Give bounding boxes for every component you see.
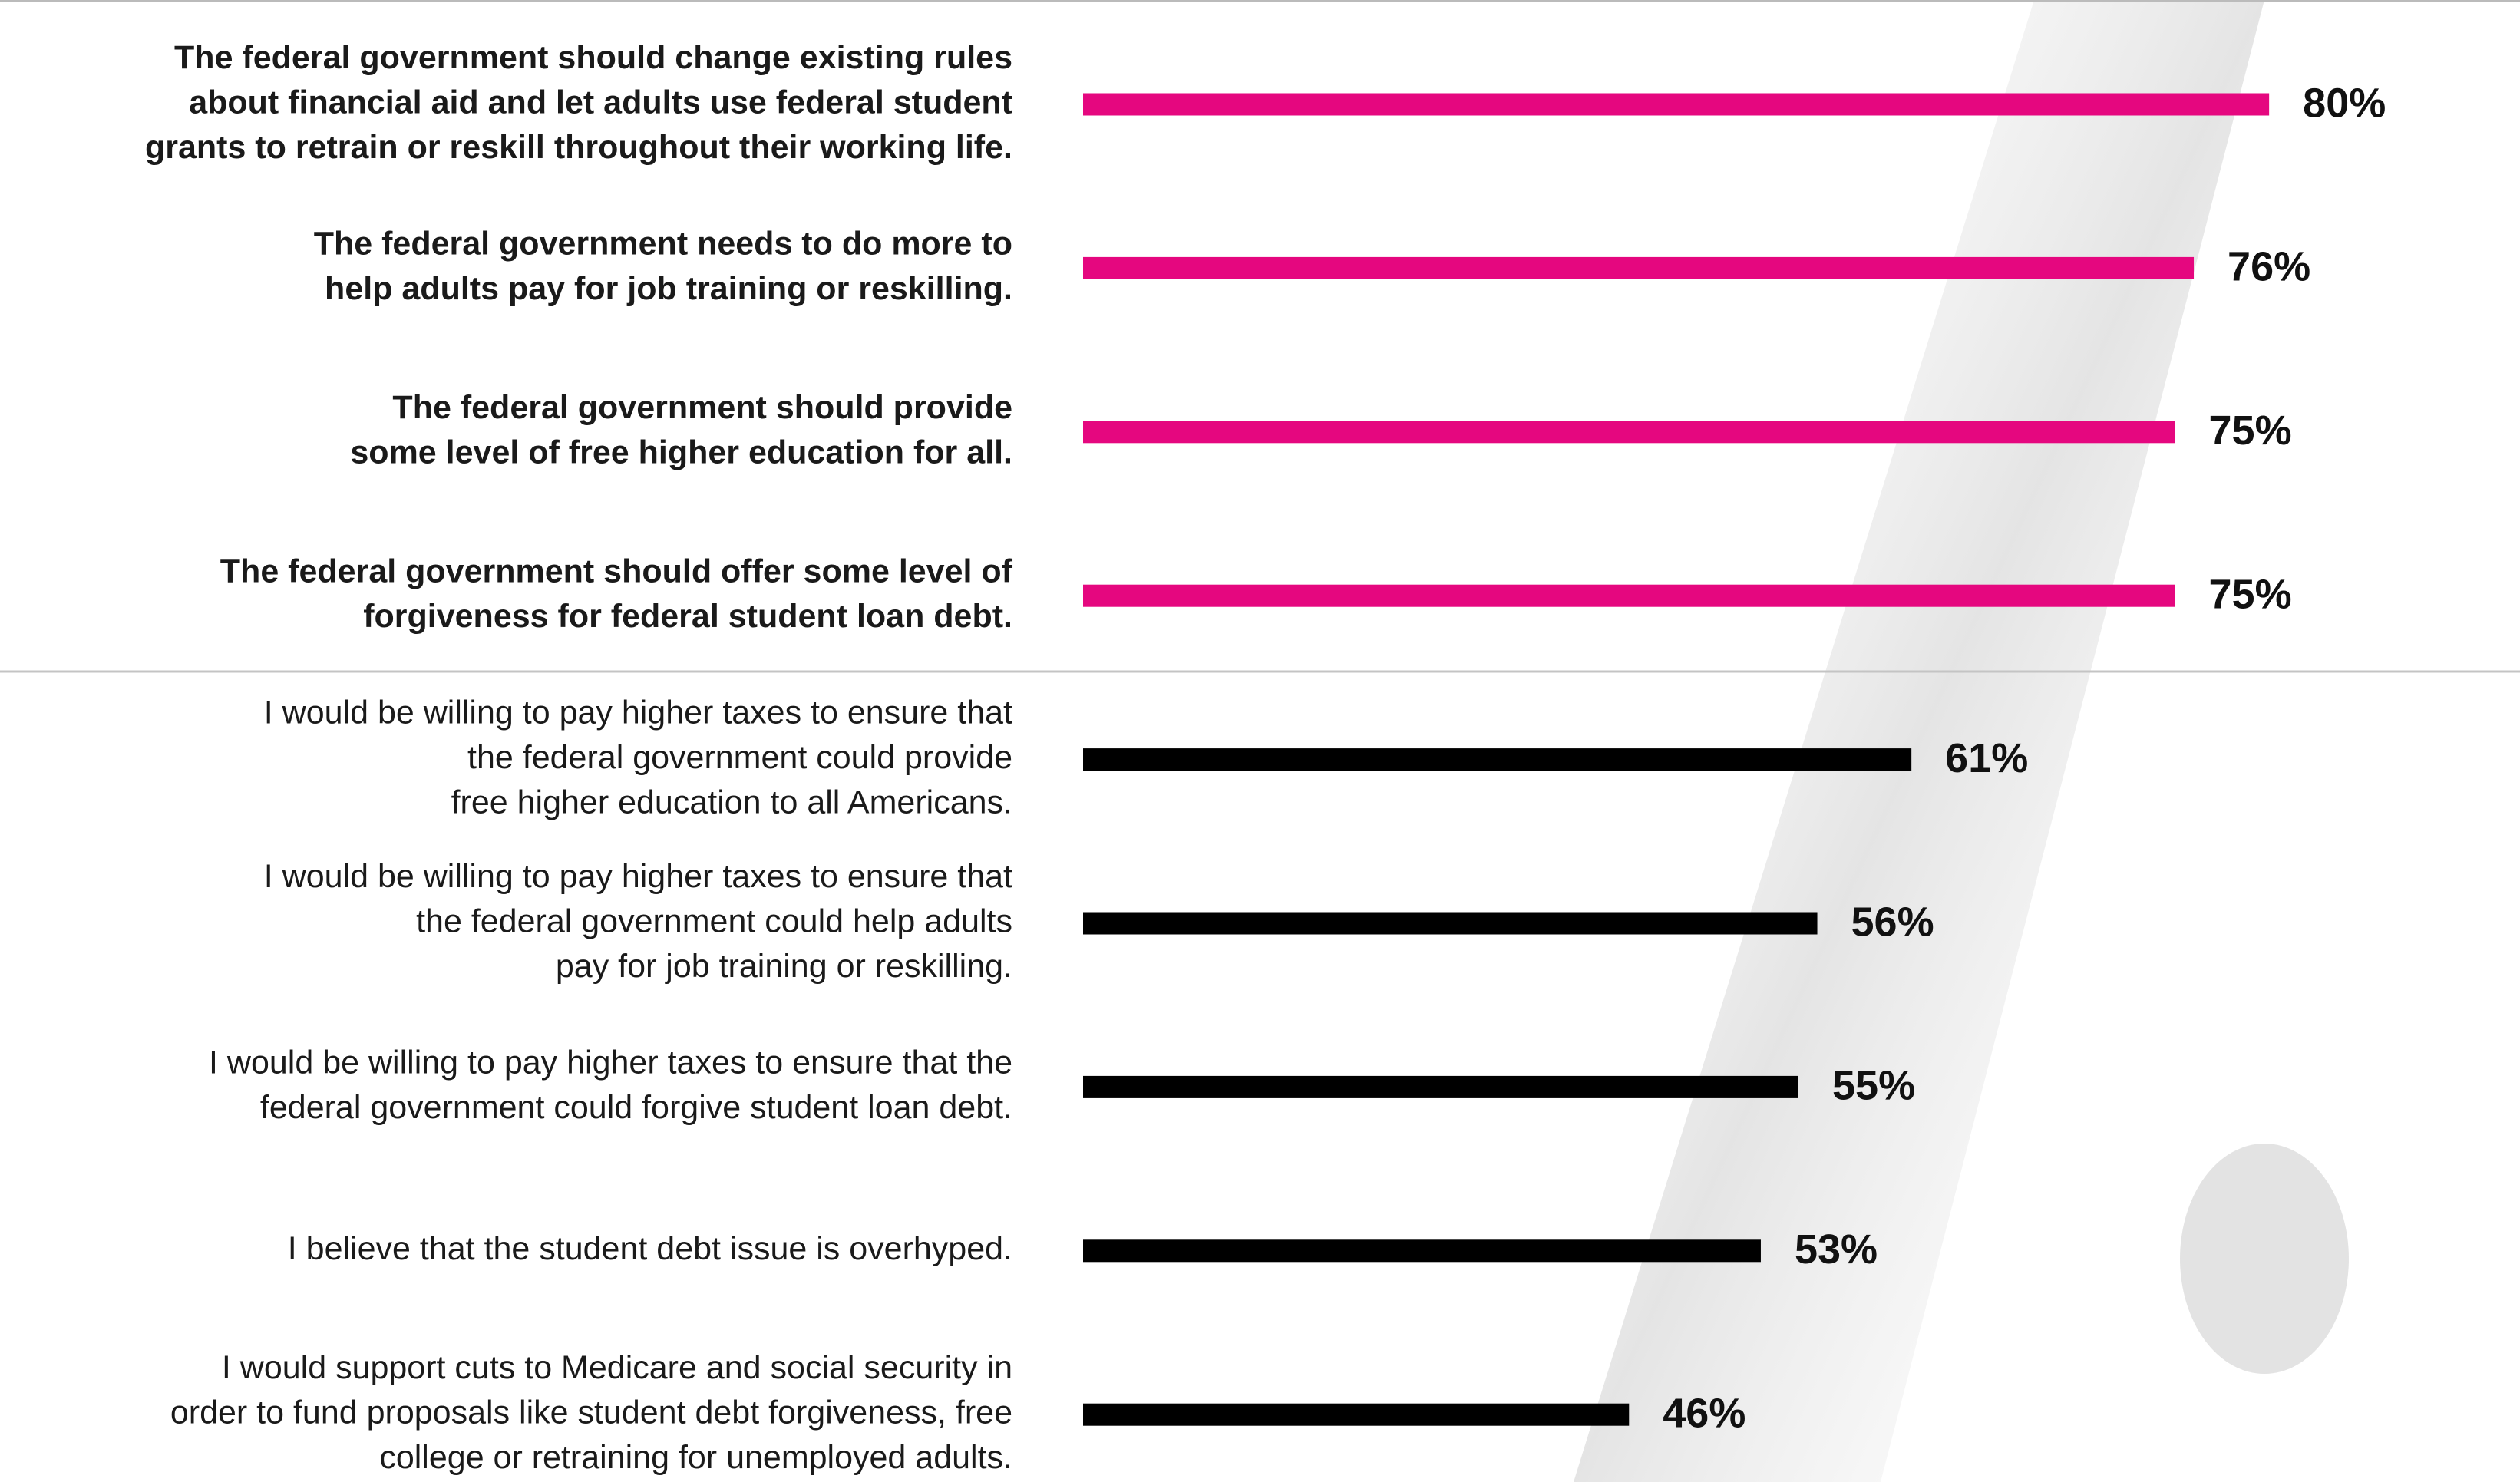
category-label: The federal government should change exi… [145,39,1012,166]
category-label-line: forgiveness for federal student loan deb… [363,598,1012,635]
category-label: The federal government should provide som… [350,389,1012,471]
bar [1083,584,2175,607]
category-label: I would be willing to pay higher taxes t… [264,694,1012,820]
category-label-line: college or retraining for unemployed adu… [379,1439,1012,1476]
category-label-line: help adults pay for job training or resk… [325,270,1012,307]
category-label-line: the federal government could provide [467,739,1012,776]
category-label-line: about financial aid and let adults use f… [189,84,1012,120]
category-label-line: The federal government should provide [392,389,1012,426]
category-label-line: I would be willing to pay higher taxes t… [209,1044,1012,1081]
category-label: I would be willing to pay higher taxes t… [264,858,1012,985]
category-label-line: I believe that the student debt issue is… [288,1230,1012,1267]
category-label: I believe that the student debt issue is… [288,1230,1012,1267]
value-label: 80% [2303,80,2386,126]
bar [1083,1403,1630,1426]
category-label-line: The federal government should change exi… [174,39,1012,76]
category-label-line: I would support cuts to Medicare and soc… [222,1349,1012,1386]
category-label-line: federal government could forgive student… [260,1089,1012,1126]
category-label: I would support cuts to Medicare and soc… [170,1349,1012,1476]
category-label-line: order to fund proposals like student deb… [170,1395,1012,1431]
category-label-line: The federal government needs to do more … [314,225,1012,262]
bar [1083,1075,1798,1098]
bar [1083,912,1818,935]
category-label: I would be willing to pay higher taxes t… [209,1044,1012,1126]
bar [1083,421,2175,444]
background-decoration [2180,1144,2349,1374]
category-label-line: the federal government could help adults [416,903,1012,939]
value-label: 46% [1663,1390,1746,1436]
value-label: 53% [1795,1226,1878,1272]
category-label-line: The federal government should offer some… [220,553,1013,589]
category-label-line: I would be willing to pay higher taxes t… [264,694,1012,731]
bar [1083,256,2195,279]
value-label: 61% [1945,735,2028,781]
bar [1083,1239,1761,1263]
bar [1083,93,2270,116]
bar [1083,748,1912,771]
category-label-line: grants to retrain or reskill throughout … [145,129,1012,166]
category-label-line: free higher education to all Americans. [451,784,1012,821]
background-decoration [1574,0,2264,1482]
value-label: 56% [1851,899,1934,945]
category-label-line: some level of free higher education for … [350,434,1012,470]
category-label-line: I would be willing to pay higher taxes t… [264,858,1012,895]
category-label-line: pay for job training or reskilling. [556,948,1012,985]
value-label: 55% [1832,1063,1915,1109]
value-label: 76% [2228,244,2310,290]
category-label: The federal government should offer some… [220,553,1013,635]
category-label: The federal government needs to do more … [314,225,1012,307]
value-label: 75% [2209,408,2292,454]
value-label: 75% [2209,571,2292,617]
